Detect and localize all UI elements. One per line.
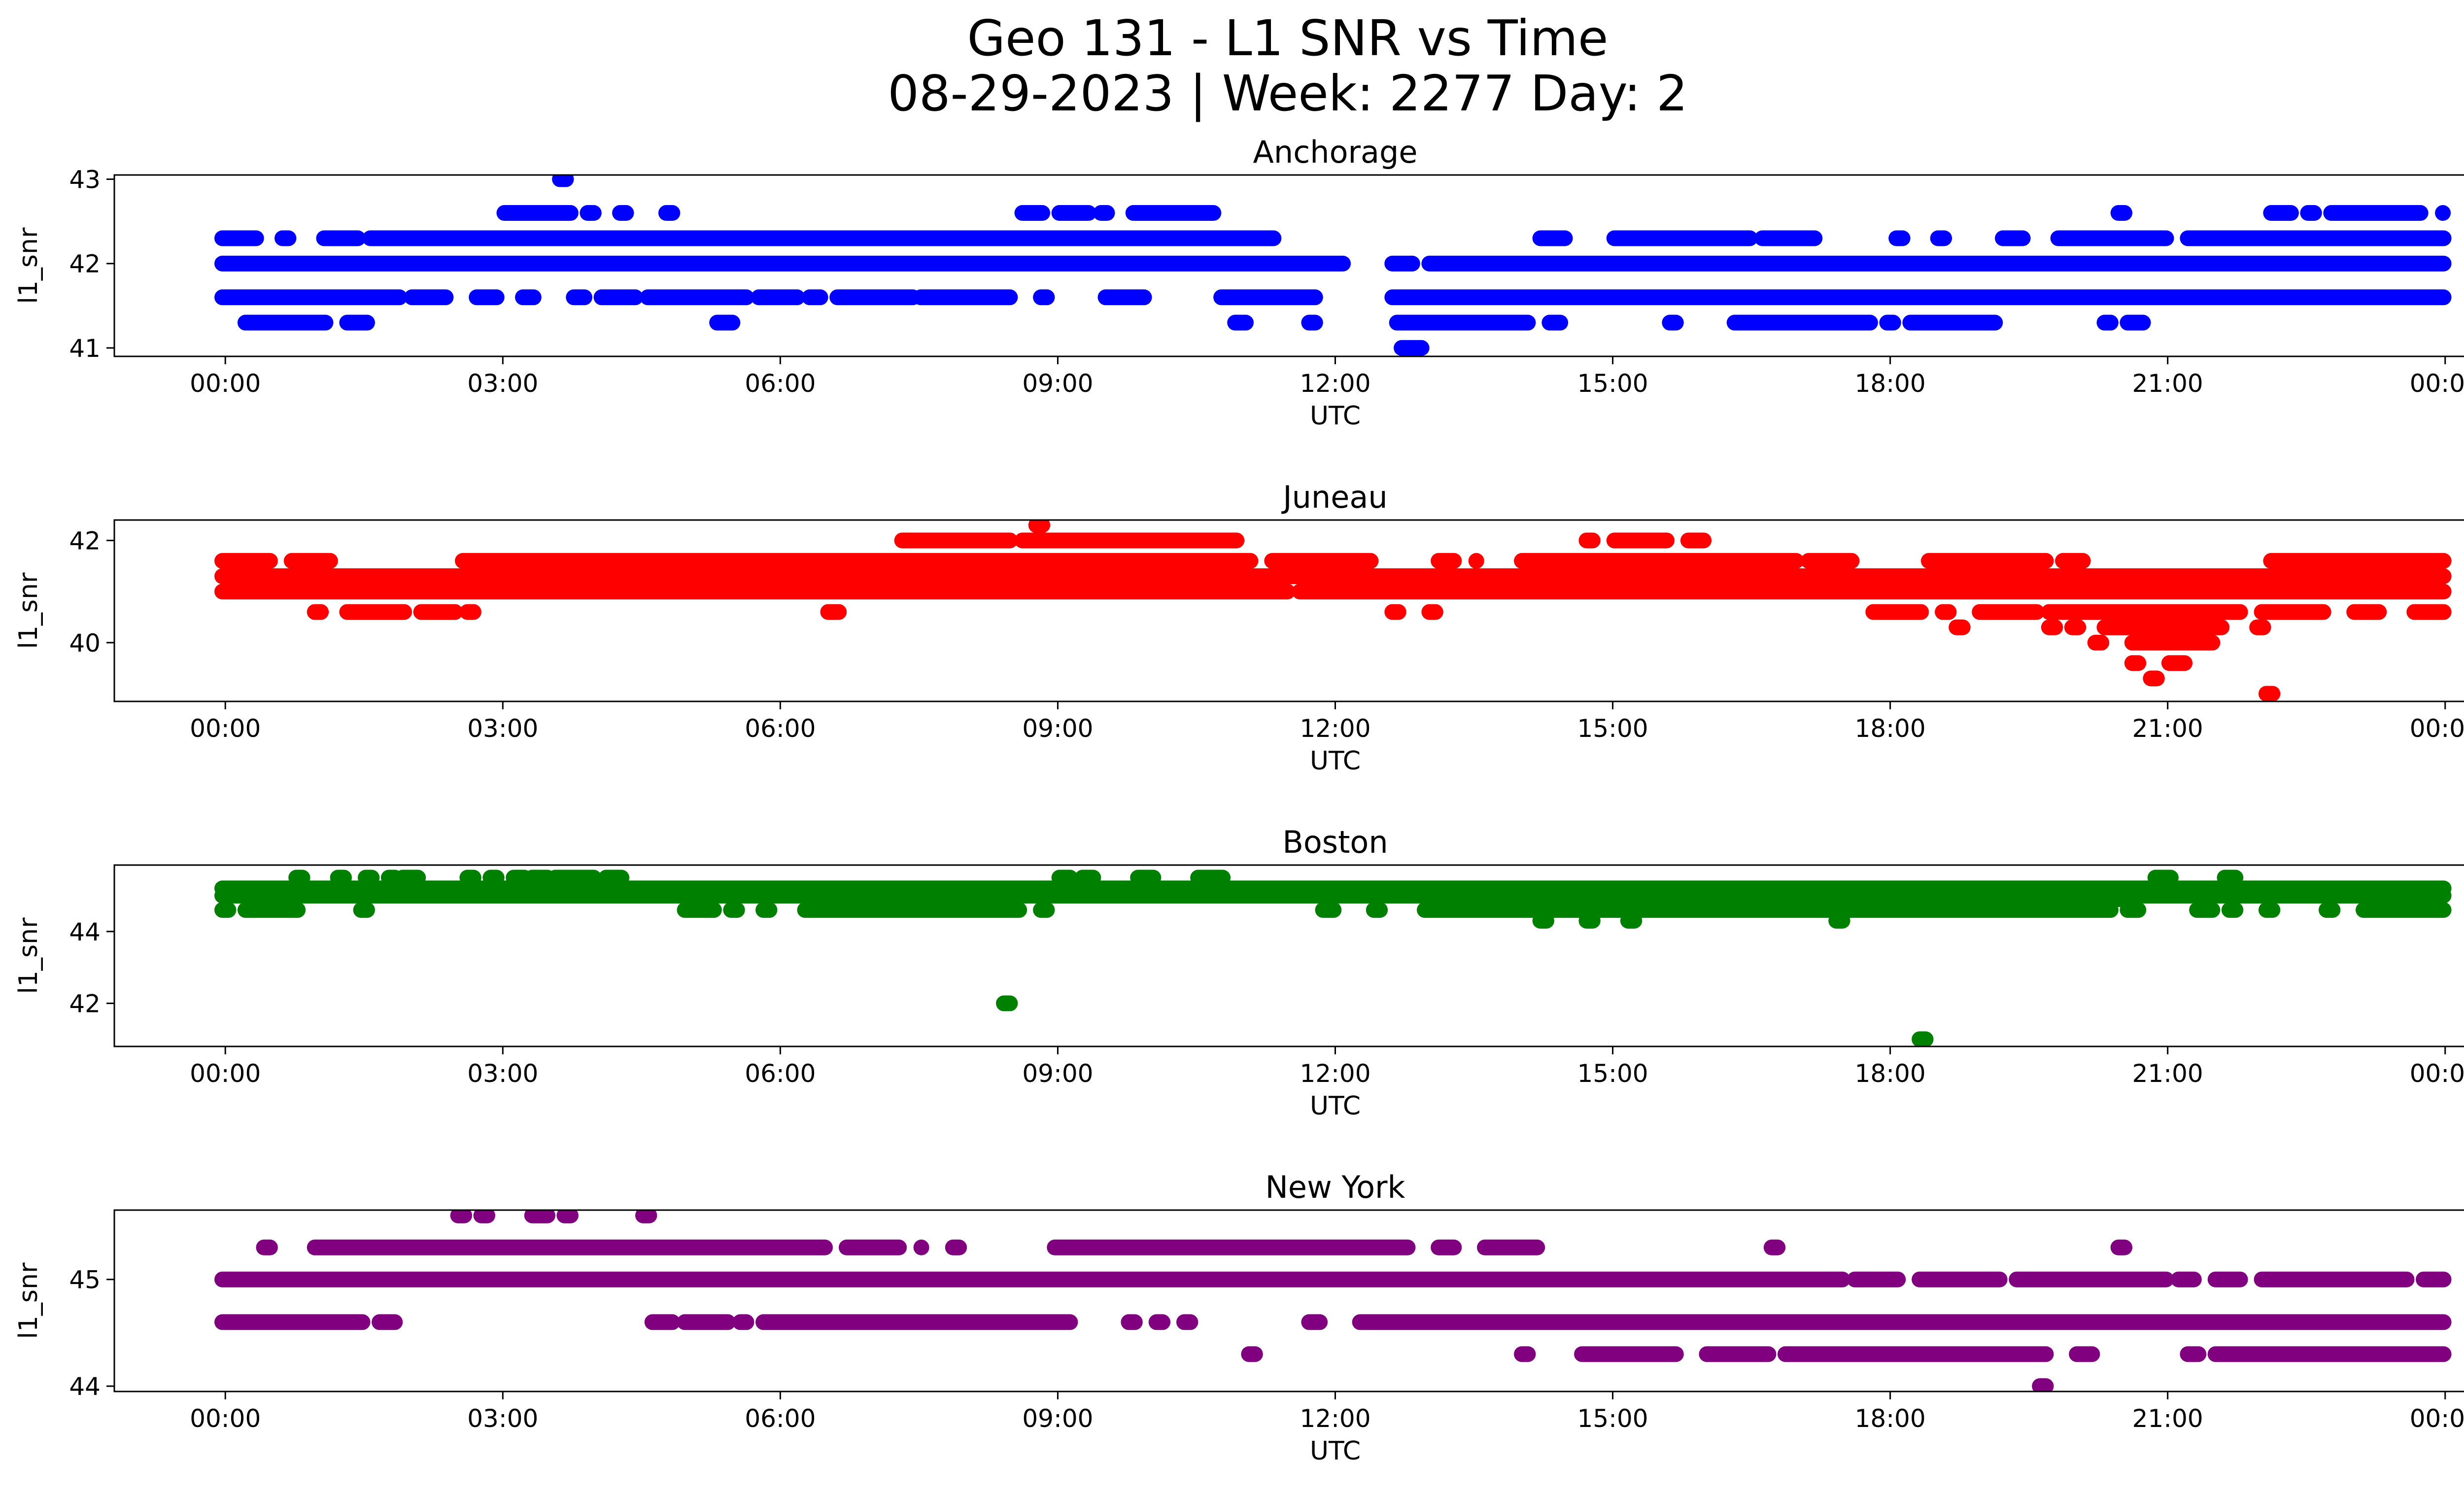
data-point [2435,205,2451,221]
panel-title-boston: Boston [1282,824,1388,860]
panel-boston: Boston 00:00 03:00 06:00 09:00 12:00 15:00 18:0… [14,824,2464,1121]
y-tick-label: 43 [69,166,101,194]
panel-new-york: New York 00:00 03:00 06:00 09:00 12:00 15:00 18… [14,1169,2464,1466]
y-axis-label-boston: l1_snr [14,917,43,994]
series-boston [214,869,2452,1046]
x-tick-label: 03:00 [467,369,538,398]
x-tick-label: 06:00 [745,1059,816,1088]
x-tick-label: 18:00 [1855,714,1926,743]
axes-frame-new-york [113,1209,2464,1392]
series-juneau [214,520,2452,701]
x-tick-label: 09:00 [1022,1059,1093,1088]
x-tick-label: 21:00 [2132,714,2203,743]
x-tick-label: 06:00 [745,369,816,398]
y-axis-label-new-york: l1_snr [14,1262,43,1339]
panel-juneau: Juneau 00:00 03:00 06:00 09:00 12:00 15:00 18:0… [14,479,2464,776]
y-tick-label: 42 [69,250,101,278]
y-tick-label: 40 [69,629,101,658]
x-tick-label: 06:00 [745,1404,816,1433]
x-tick-label: 00:00 [190,1404,261,1433]
y-tick-label: 42 [69,990,101,1018]
series-new-york [214,1210,2452,1391]
x-tick-label: 15:00 [1577,1059,1648,1088]
y-tick-label: 41 [69,334,101,363]
x-tick-label: 09:00 [1022,714,1093,743]
y-tick-label: 42 [69,526,101,555]
x-tick-label: 15:00 [1577,369,1648,398]
x-tick-label: 12:00 [1300,1059,1370,1088]
x-tick-label: 00:00 [2410,369,2464,398]
figure-title-line-2: 08-29-2023 | Week: 2277 Day: 2 [888,65,1688,122]
x-tick-label: 00:00 [190,369,261,398]
x-tick-label: 21:00 [2132,1059,2203,1088]
x-tick-label: 03:00 [467,1059,538,1088]
panel-title-juneau: Juneau [1281,479,1387,515]
series-anchorage [214,175,2452,356]
x-axis-label-new-york: UTC [1310,1436,1361,1466]
x-tick-label: 00:00 [2410,1404,2464,1433]
x-tick-label: 00:00 [2410,1059,2464,1088]
x-tick-label: 00:00 [190,714,261,743]
x-tick-label: 03:00 [467,1404,538,1433]
x-tick-label: 06:00 [745,714,816,743]
x-tick-label: 03:00 [467,714,538,743]
y-tick-label: 44 [69,1372,101,1401]
data-point [1468,553,1484,569]
x-tick-label: 09:00 [1022,1404,1093,1433]
x-tick-label: 18:00 [1855,1059,1926,1088]
x-tick-label: 15:00 [1577,714,1648,743]
x-tick-label: 00:00 [190,1059,261,1088]
x-tick-label: 09:00 [1022,369,1093,398]
x-tick-label: 18:00 [1855,369,1926,398]
y-axis-label-anchorage: l1_snr [14,227,43,304]
x-tick-label: 18:00 [1855,1404,1926,1433]
y-axis-label-juneau: l1_snr [14,572,43,649]
x-tick-label: 15:00 [1577,1404,1648,1433]
x-tick-label: 12:00 [1300,714,1370,743]
x-tick-label: 00:00 [2410,714,2464,743]
y-tick-label: 45 [69,1266,101,1294]
panel-title-new-york: New York [1266,1169,1405,1205]
x-tick-label: 21:00 [2132,369,2203,398]
x-tick-label: 12:00 [1300,1404,1370,1433]
panel-anchorage: Anchorage 00:00 03:00 06:00 09:00 12:00 15:00 1… [14,134,2464,431]
x-tick-label: 21:00 [2132,1404,2203,1433]
x-tick-label: 12:00 [1300,369,1370,398]
x-axis-label-boston: UTC [1310,1091,1361,1121]
data-point [913,1239,929,1255]
figure-title-line-1: Geo 131 - L1 SNR vs Time [967,9,1608,67]
y-tick-label: 44 [69,918,101,946]
x-axis-label-anchorage: UTC [1310,401,1361,431]
x-axis-label-juneau: UTC [1310,746,1361,776]
panel-title-anchorage: Anchorage [1253,134,1417,170]
